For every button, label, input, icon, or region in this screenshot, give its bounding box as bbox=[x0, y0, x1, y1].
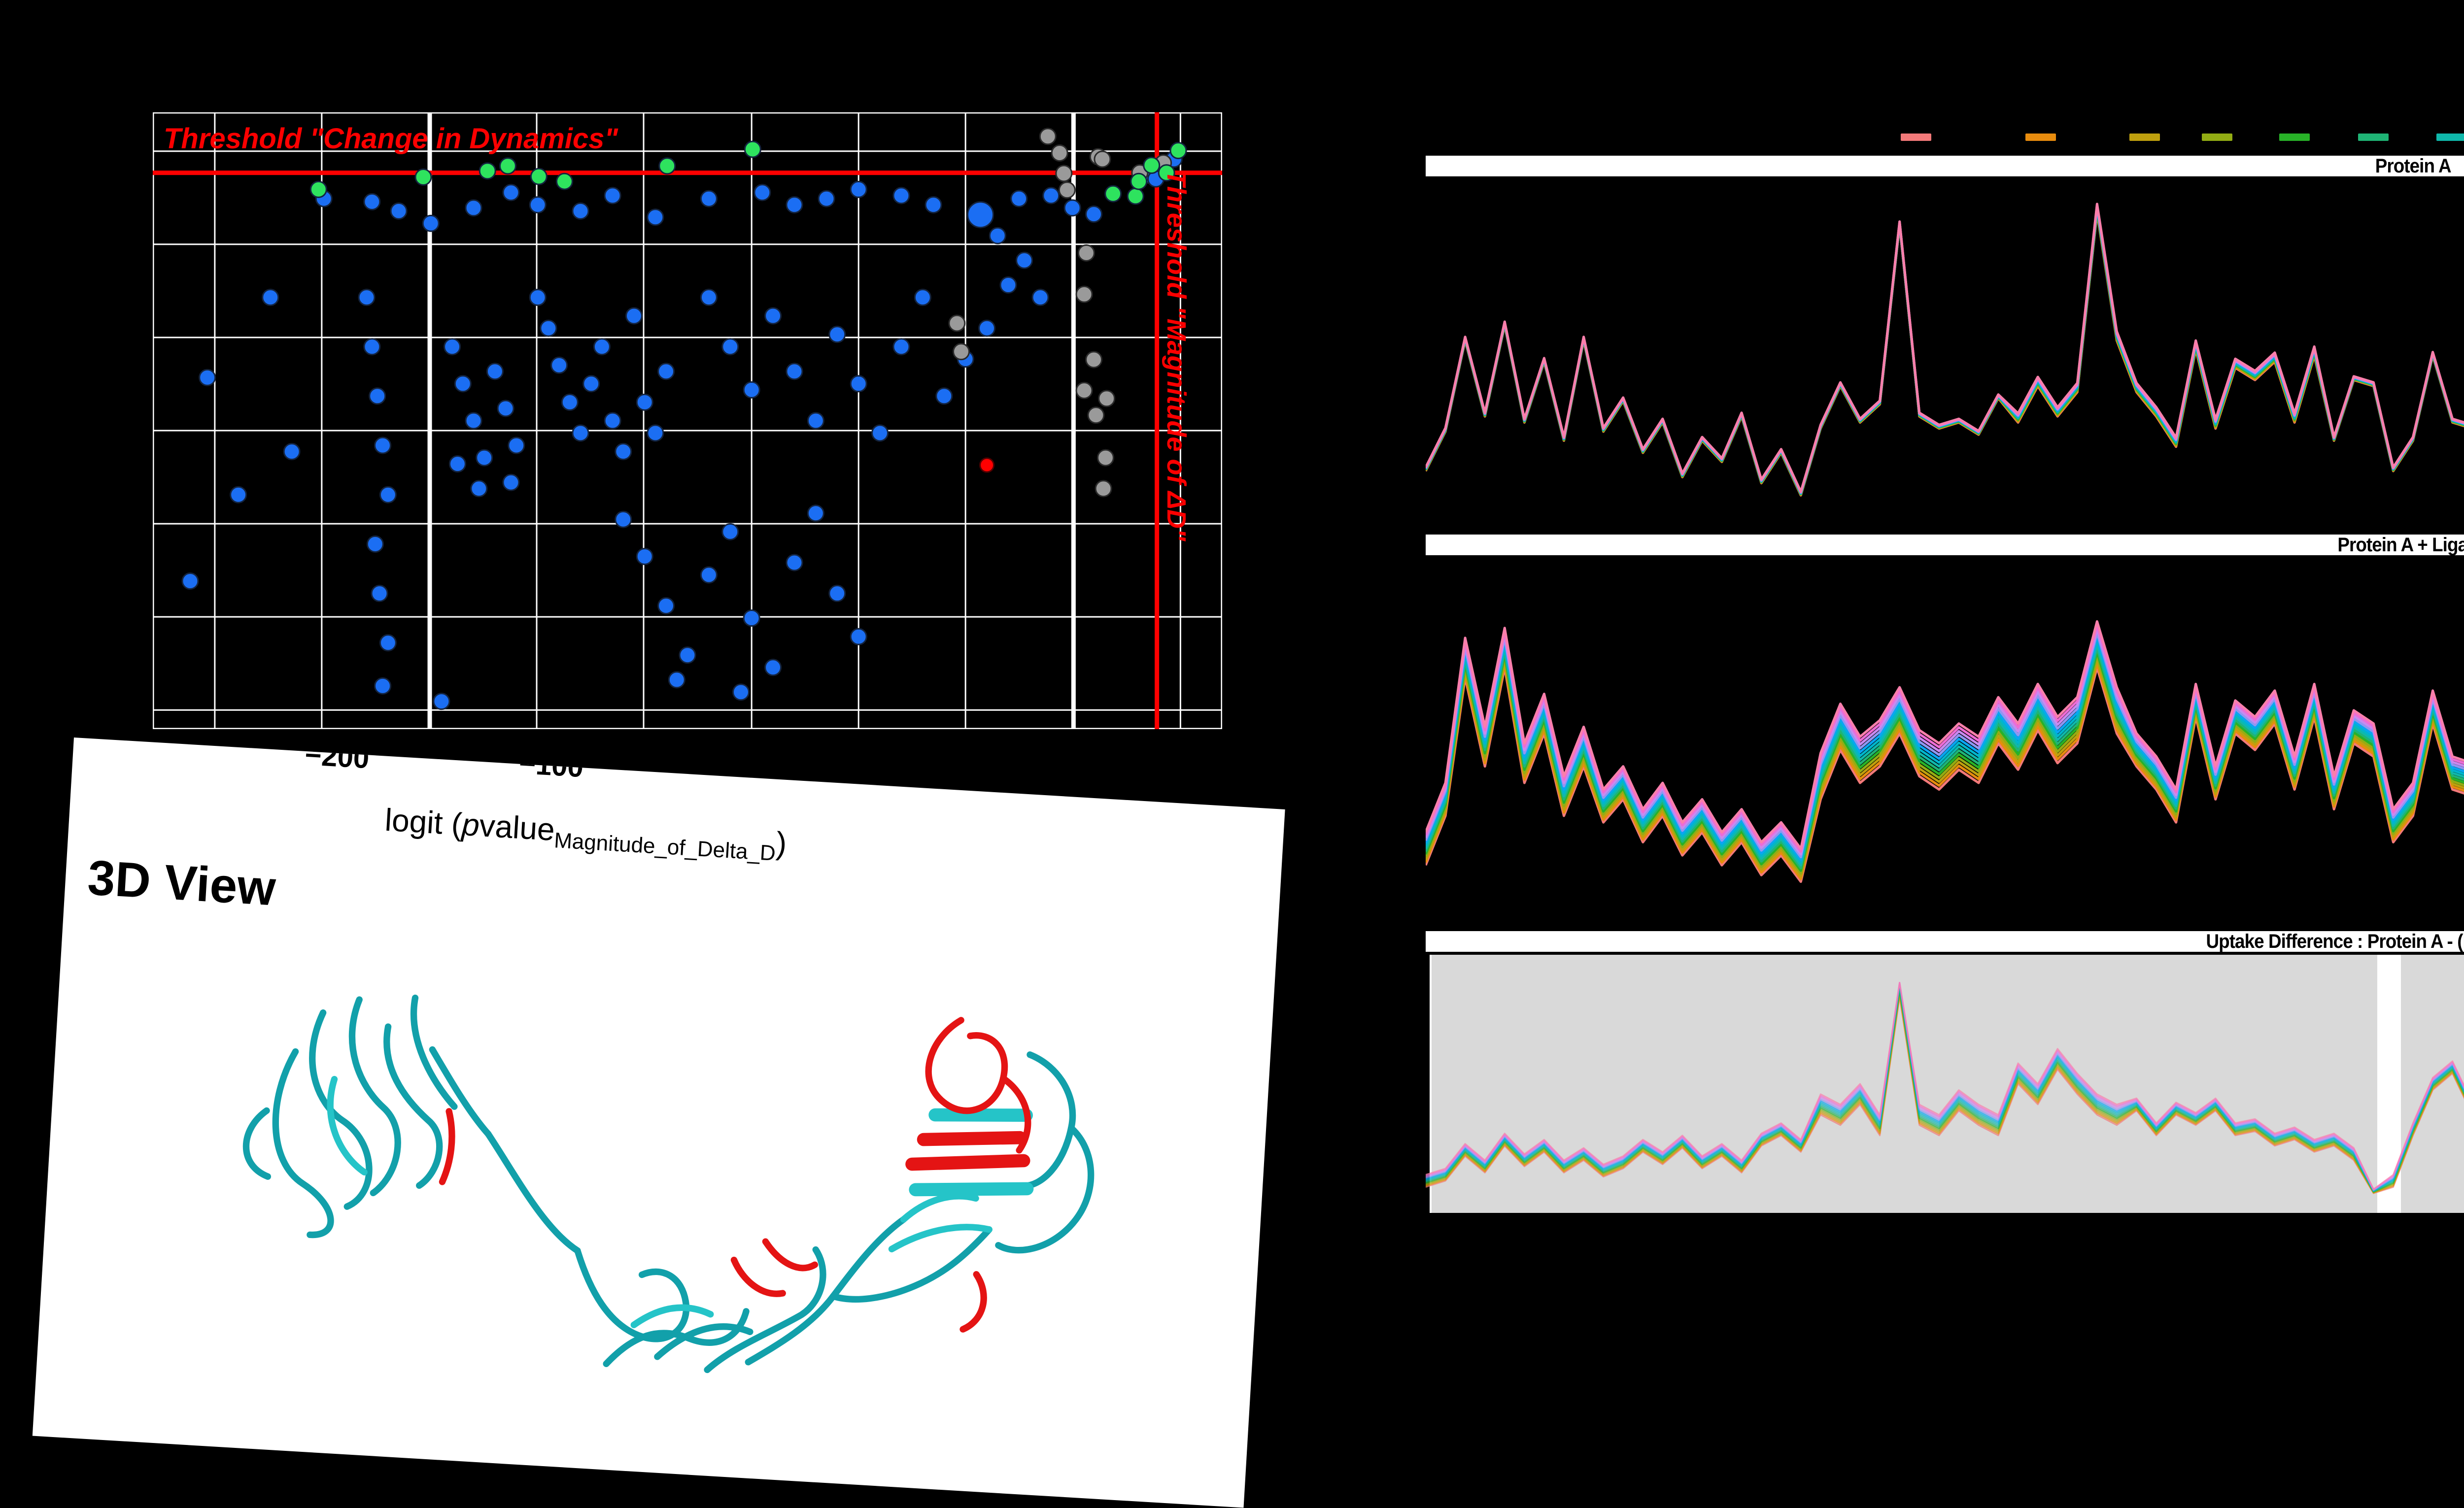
threshold-magnitude-label: Threshold "Magnitude of ΔD" bbox=[1162, 170, 1191, 541]
3d-view-card: −200 −100 logit (pvalueMagnitude_of_Delt… bbox=[32, 737, 1285, 1508]
title-bar-protein-a: Protein A bbox=[1426, 155, 2464, 177]
title-bar-uptake-difference: Uptake Difference : Protein A - (Protein… bbox=[1426, 931, 2464, 952]
timepoint-legend bbox=[1426, 130, 2464, 145]
chart-title: Protein A bbox=[2375, 155, 2452, 177]
diff-gray-region-1 bbox=[1432, 955, 2378, 1213]
legend-swatch-6[interactable] bbox=[2358, 134, 2389, 141]
volcano-plot[interactable] bbox=[153, 112, 1222, 729]
ribbon-cyan-arrows bbox=[909, 1108, 1034, 1197]
chart-title: Uptake Difference : Protein A - (Protein… bbox=[2206, 930, 2464, 952]
x-tick-minus100: −100 bbox=[518, 747, 584, 784]
uptake-difference-chart[interactable] bbox=[1426, 955, 2464, 1213]
legend-swatch-3[interactable] bbox=[2129, 134, 2160, 141]
uptake-chart-protein-a[interactable] bbox=[1426, 176, 2464, 521]
threshold-change-label: Threshold "Change in Dynamics" bbox=[164, 123, 618, 155]
legend-swatch-4[interactable] bbox=[2202, 134, 2232, 141]
protein-ribbon[interactable] bbox=[151, 941, 1135, 1406]
chart-title: Protein A + Ligand bbox=[2337, 534, 2464, 556]
uptake-chart-protein-a-ligand[interactable] bbox=[1426, 555, 2464, 930]
x-tick-minus200: −200 bbox=[304, 738, 371, 775]
volcano-x-axis-title: logit (pvalueMagnitude_of_Delta_D) bbox=[384, 802, 788, 866]
3d-view-heading: 3D View bbox=[86, 850, 277, 916]
title-bar-protein-a-ligand: Protein A + Ligand bbox=[1426, 534, 2464, 556]
legend-swatch-1[interactable] bbox=[1901, 134, 1931, 141]
legend-swatch-2[interactable] bbox=[2025, 134, 2056, 141]
ribbon-red-arrows bbox=[905, 1131, 1030, 1171]
legend-swatch-5[interactable] bbox=[2279, 134, 2310, 141]
ribbon-cyan-strands bbox=[327, 1075, 992, 1329]
ribbon-red-loops bbox=[439, 1017, 1031, 1333]
uptake-difference-panel bbox=[1426, 952, 2464, 1217]
legend-swatch-7[interactable] bbox=[2436, 134, 2464, 141]
volcano-scatter-svg[interactable] bbox=[153, 112, 1222, 729]
